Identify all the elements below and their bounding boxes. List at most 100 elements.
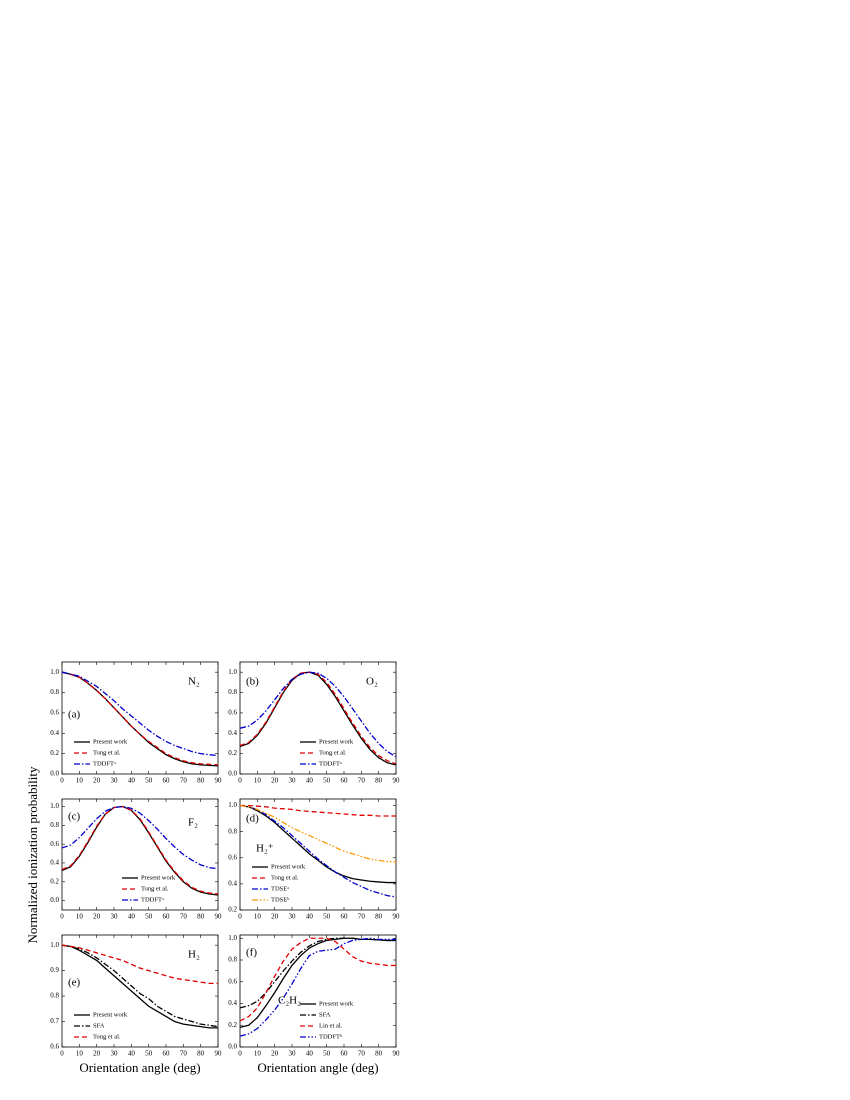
legend-label: TDDFTᵃ bbox=[319, 760, 342, 767]
x-tick-label: 60 bbox=[341, 913, 349, 921]
legend-label: SFA bbox=[319, 1011, 331, 1018]
data-line bbox=[239, 804, 396, 863]
y-tick-label: 0.2 bbox=[50, 877, 59, 885]
x-tick-label: 50 bbox=[323, 913, 331, 921]
legend-label: Present work bbox=[319, 1000, 354, 1007]
legend-label: Present work bbox=[93, 1011, 128, 1018]
x-tick-label: 70 bbox=[180, 777, 188, 785]
molecule-label: F₂ bbox=[188, 817, 198, 829]
data-line bbox=[239, 671, 397, 765]
x-tick-label: 40 bbox=[128, 913, 136, 921]
x-tick-label: 90 bbox=[393, 1050, 401, 1058]
y-tick-label: 0.4 bbox=[228, 999, 237, 1007]
y-tick-label: 0.4 bbox=[228, 729, 237, 737]
x-tick-label: 60 bbox=[341, 1050, 349, 1058]
y-tick-label: 0.2 bbox=[228, 749, 237, 757]
molecule-label: O₂ bbox=[366, 676, 378, 688]
x-tick-label: 20 bbox=[93, 913, 101, 921]
x-tick-label: 60 bbox=[163, 913, 171, 921]
panel: 0 10 20 30 40 50 60 70 80 90 0.0 0.2 0.4 0.6 0.8 1.0 (a)… bbox=[50, 661, 223, 785]
legend-label: TDDFTᵇ bbox=[319, 1033, 342, 1040]
data-line bbox=[61, 671, 219, 757]
y-tick-label: 0.0 bbox=[228, 770, 237, 778]
x-tick-label: 50 bbox=[323, 1050, 331, 1058]
legend-label: Present work bbox=[319, 738, 354, 745]
panel-label: (b) bbox=[246, 676, 259, 688]
x-tick-label: 50 bbox=[145, 913, 153, 921]
molecule-label: N₂ bbox=[188, 676, 200, 688]
data-line bbox=[239, 804, 397, 898]
panel-label: (c) bbox=[68, 811, 81, 823]
x-tick-label: 70 bbox=[180, 913, 188, 921]
x-tick-label: 20 bbox=[271, 913, 279, 921]
y-tick-label: 0.8 bbox=[50, 688, 59, 696]
x-tick-label: 0 bbox=[238, 1050, 242, 1058]
x-tick-label: 30 bbox=[111, 1050, 119, 1058]
x-tick-label: 90 bbox=[215, 913, 223, 921]
y-tick-label: 0.9 bbox=[50, 966, 59, 974]
legend-label: SFA bbox=[93, 1022, 105, 1029]
panel: 0 10 20 30 40 50 60 70 80 90 0.0 0.2 0.4 0.6 0.8 1.0 (c)… bbox=[50, 798, 223, 921]
x-tick-label: 40 bbox=[306, 1050, 314, 1058]
y-tick-label: 0.2 bbox=[228, 1021, 237, 1029]
plot-frame bbox=[61, 661, 219, 775]
plot-frame bbox=[239, 661, 397, 775]
x-tick-label: 20 bbox=[271, 777, 279, 785]
data-line bbox=[61, 805, 219, 870]
x-tick-label: 70 bbox=[358, 777, 366, 785]
x-tick-label: 0 bbox=[60, 913, 64, 921]
plot-frame bbox=[239, 798, 397, 911]
x-tick-label: 70 bbox=[358, 913, 366, 921]
x-tick-label: 60 bbox=[341, 777, 349, 785]
x-tick-label: 30 bbox=[111, 913, 119, 921]
x-tick-label: 10 bbox=[76, 1050, 84, 1058]
legend-label: Present work bbox=[93, 738, 128, 745]
x-tick-label: 30 bbox=[289, 1050, 297, 1058]
y-tick-label: 0.4 bbox=[50, 729, 59, 737]
y-tick-label: 0.2 bbox=[50, 749, 59, 757]
x-tick-label: 0 bbox=[60, 777, 64, 785]
x-axis-label: Orientation angle (deg) bbox=[79, 1060, 200, 1075]
y-tick-label: 0.8 bbox=[228, 827, 237, 835]
x-tick-label: 80 bbox=[197, 913, 205, 921]
y-tick-label: 0.8 bbox=[50, 992, 59, 1000]
molecule-label: H₂⁺ bbox=[256, 843, 274, 855]
x-tick-label: 90 bbox=[215, 777, 223, 785]
x-axis-label: Orientation angle (deg) bbox=[257, 1060, 378, 1075]
x-tick-label: 60 bbox=[163, 777, 171, 785]
y-tick-label: 1.0 bbox=[228, 668, 237, 676]
x-tick-label: 90 bbox=[215, 1050, 223, 1058]
legend-label: Tong et al. bbox=[141, 885, 169, 892]
y-tick-label: 0.8 bbox=[50, 821, 59, 829]
plot-frame bbox=[61, 934, 219, 1048]
y-tick-label: 0.0 bbox=[228, 1043, 237, 1051]
y-tick-label: 0.6 bbox=[228, 977, 237, 985]
y-tick-label: 0.6 bbox=[50, 1043, 59, 1051]
x-tick-label: 40 bbox=[128, 1050, 136, 1058]
legend-label: Tong et al. bbox=[271, 874, 299, 881]
data-line bbox=[239, 804, 396, 884]
data-line bbox=[61, 805, 219, 895]
x-tick-label: 20 bbox=[93, 1050, 101, 1058]
molecule-label: H₂ bbox=[188, 949, 200, 961]
x-tick-label: 20 bbox=[271, 1050, 279, 1058]
y-tick-label: 1.0 bbox=[50, 668, 59, 676]
x-tick-label: 50 bbox=[145, 1050, 153, 1058]
x-tick-label: 0 bbox=[60, 1050, 64, 1058]
data-line bbox=[239, 937, 396, 1037]
data-line bbox=[239, 937, 396, 1009]
x-tick-label: 80 bbox=[375, 913, 383, 921]
x-tick-label: 90 bbox=[393, 913, 401, 921]
legend-label: Lin et al. bbox=[319, 1022, 343, 1029]
x-tick-label: 10 bbox=[254, 1050, 262, 1058]
x-tick-label: 60 bbox=[163, 1050, 171, 1058]
y-tick-label: 0.6 bbox=[228, 853, 237, 861]
y-tick-label: 0.6 bbox=[50, 709, 59, 717]
x-tick-label: 30 bbox=[289, 777, 297, 785]
data-line bbox=[239, 937, 396, 1029]
panel: 0 10 20 30 40 50 60 70 80 90 0.2 0.4 0.6 0.8 1.0 (d) H₂⁺… bbox=[228, 798, 401, 921]
legend-label: Present work bbox=[141, 874, 176, 881]
y-tick-label: 0.0 bbox=[50, 770, 59, 778]
legend-label: Present work bbox=[271, 863, 306, 870]
y-axis-label: Normalized ionization probability bbox=[25, 766, 40, 943]
